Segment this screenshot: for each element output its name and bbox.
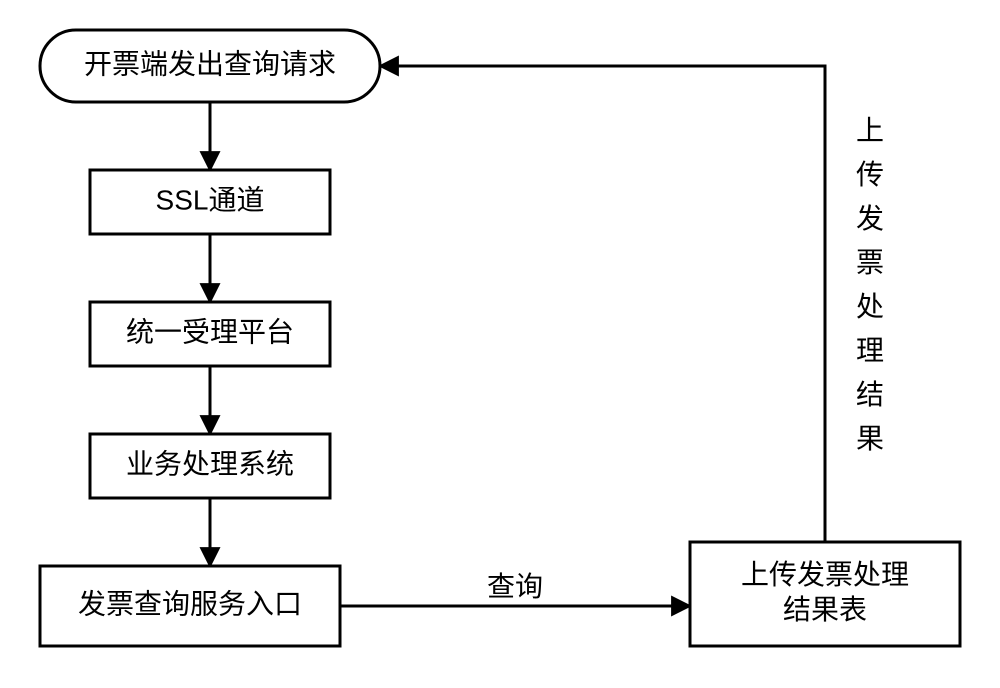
node-biz: 业务处理系统	[90, 434, 330, 498]
edge-vlabel-result-start-7: 果	[856, 423, 884, 454]
edge-vlabel-result-start-1: 传	[856, 159, 884, 190]
edge-vlabel-result-start-5: 理	[856, 335, 884, 366]
edge-vlabel-result-start-0: 上	[856, 115, 884, 146]
node-start: 开票端发出查询请求	[40, 30, 380, 102]
edge-result-start	[380, 66, 825, 542]
edge-vlabel-result-start-2: 发	[856, 203, 884, 234]
node-label-platform: 统一受理平台	[126, 316, 294, 347]
node-ssl: SSL通道	[90, 170, 330, 234]
node-entry: 发票查询服务入口	[40, 566, 340, 646]
node-label-ssl: SSL通道	[156, 184, 265, 215]
edge-vlabel-result-start-3: 票	[856, 247, 884, 278]
edge-label-entry-result: 查询	[487, 571, 543, 602]
edge-vlabel-result-start-4: 处	[856, 291, 884, 322]
node-label-entry: 发票查询服务入口	[78, 588, 302, 619]
node-label-result-0: 上传发票处理	[741, 559, 909, 590]
edge-vlabel-result-start-6: 结	[856, 379, 884, 410]
node-label-biz: 业务处理系统	[126, 448, 294, 479]
node-platform: 统一受理平台	[90, 302, 330, 366]
node-result: 上传发票处理结果表	[690, 542, 960, 646]
node-label-result-1: 结果表	[783, 594, 867, 625]
node-label-start: 开票端发出查询请求	[84, 48, 336, 79]
